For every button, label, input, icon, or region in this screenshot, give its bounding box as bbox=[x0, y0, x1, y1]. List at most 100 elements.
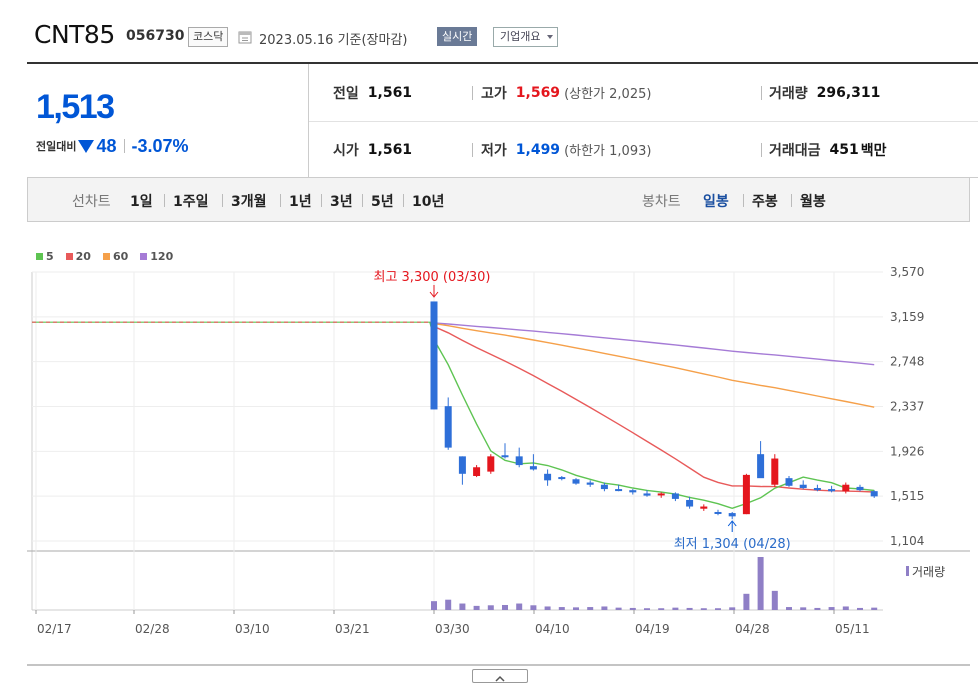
candle-body bbox=[586, 482, 594, 485]
x-tick-label: 04/10 bbox=[535, 622, 570, 636]
volume-cell: 거래량 296,311 bbox=[769, 64, 880, 121]
legend-swatch bbox=[102, 253, 110, 260]
expand-chart-button[interactable] bbox=[472, 669, 528, 683]
volume-bar bbox=[502, 604, 508, 610]
candle-body bbox=[785, 478, 793, 486]
prev-close-value: 1,561 bbox=[367, 84, 413, 101]
amount-cell: 거래대금 451 백만 bbox=[769, 121, 887, 178]
volume-bar bbox=[828, 607, 835, 610]
candle-body bbox=[444, 406, 452, 448]
volume-bar bbox=[771, 590, 778, 610]
candle-body bbox=[870, 491, 878, 497]
legend-item-ma60: 60 bbox=[102, 250, 128, 263]
company-overview-label: 기업개요 bbox=[500, 30, 541, 43]
calendar-icon bbox=[238, 31, 252, 44]
tab-3years[interactable]: 3년 bbox=[330, 194, 353, 210]
legend-swatch bbox=[36, 253, 43, 260]
volume-bar bbox=[487, 605, 494, 610]
base-date: 2023.05.16 기준(장마감) bbox=[259, 33, 408, 48]
amount-value: 451 bbox=[829, 141, 859, 158]
lower-limit: (하한가 1,093) bbox=[564, 144, 652, 159]
low-value: 1,499 bbox=[515, 141, 561, 158]
candle-body bbox=[742, 474, 750, 515]
candle-body bbox=[671, 493, 679, 499]
candle-body bbox=[629, 490, 637, 493]
legend-label: 120 bbox=[150, 250, 174, 263]
candle-body bbox=[558, 477, 566, 480]
stock-name: CNT85 bbox=[34, 20, 115, 49]
tab-daily[interactable]: 일봉 bbox=[703, 194, 729, 210]
market-badge: 코스닥 bbox=[188, 27, 229, 47]
x-tick-label: 05/11 bbox=[835, 622, 870, 636]
candle-body bbox=[487, 456, 495, 472]
volume-bars bbox=[431, 557, 878, 610]
candle-body bbox=[714, 511, 722, 514]
divider bbox=[472, 86, 473, 100]
tab-5years[interactable]: 5년 bbox=[371, 194, 394, 210]
realtime-button[interactable]: 실시간 bbox=[437, 27, 478, 46]
tab-10years[interactable]: 10년 bbox=[412, 194, 445, 210]
amount-label: 거래대금 bbox=[769, 142, 821, 159]
volume-bar bbox=[601, 606, 608, 610]
candle-body bbox=[600, 484, 608, 490]
change-percent: -3.07% bbox=[131, 135, 189, 156]
open-label: 시가 bbox=[333, 142, 359, 159]
legend-label: 5 bbox=[46, 250, 54, 263]
max-annotation: 최고 3,300 (03/30) bbox=[373, 270, 490, 285]
down-triangle-icon bbox=[78, 139, 95, 153]
divider bbox=[403, 194, 404, 207]
candles bbox=[430, 301, 878, 520]
x-tick-label: 03/10 bbox=[235, 622, 270, 636]
summary-row-2: 시가 1,561 저가 1,499 (하한가 1,093) 거래대금 451 백… bbox=[309, 121, 978, 178]
tab-3months[interactable]: 3개월 bbox=[231, 194, 267, 210]
ma5-line bbox=[429, 322, 875, 510]
high-cell: 고가 1,569 (상한가 2,025) bbox=[481, 64, 651, 121]
candle-body bbox=[501, 455, 509, 458]
y-tick-label: 1,926 bbox=[890, 444, 924, 458]
tab-1day[interactable]: 1일 bbox=[130, 194, 153, 210]
tab-weekly[interactable]: 주봉 bbox=[752, 194, 778, 210]
volume-bar bbox=[615, 607, 622, 610]
divider bbox=[761, 86, 762, 100]
volume-label: 거래량 bbox=[769, 85, 808, 102]
volume-bar bbox=[558, 607, 565, 610]
candle-body bbox=[529, 466, 537, 470]
x-tick-label: 02/28 bbox=[135, 622, 170, 636]
volume-bar bbox=[857, 607, 863, 610]
divider bbox=[761, 143, 762, 157]
tab-monthly[interactable]: 월봉 bbox=[800, 194, 826, 210]
line-chart-label: 선차트 bbox=[72, 194, 111, 210]
volume-bar bbox=[431, 601, 437, 610]
candle-body bbox=[799, 484, 807, 488]
candle-chart-label: 봉차트 bbox=[642, 194, 681, 210]
candle-body bbox=[757, 454, 765, 479]
candle-body bbox=[430, 301, 438, 410]
divider bbox=[791, 194, 792, 207]
candle-body bbox=[544, 473, 552, 481]
x-tick-label: 03/21 bbox=[335, 622, 370, 636]
volume-bar bbox=[459, 603, 466, 610]
volume-bar bbox=[743, 593, 750, 610]
moving-average-lines bbox=[32, 321, 875, 510]
candle-body bbox=[615, 489, 623, 492]
divider bbox=[222, 194, 223, 207]
divider bbox=[472, 143, 473, 157]
high-value: 1,569 bbox=[515, 84, 561, 101]
candle-body bbox=[828, 489, 836, 492]
change-row: 전일대비 48 -3.07% bbox=[36, 134, 189, 158]
legend-item-ma20: 20 bbox=[65, 250, 91, 263]
chevron-down-icon bbox=[546, 35, 553, 39]
ma120-line bbox=[429, 321, 875, 366]
divider bbox=[280, 194, 281, 207]
legend-swatch bbox=[140, 253, 148, 260]
x-tick-label: 02/17 bbox=[37, 622, 72, 636]
candle-body bbox=[856, 486, 864, 491]
volume-bar bbox=[516, 603, 523, 610]
max-arrow-head bbox=[429, 291, 439, 298]
tab-1year[interactable]: 1년 bbox=[289, 194, 312, 210]
company-overview-dropdown[interactable]: 기업개요 bbox=[493, 27, 558, 47]
tab-1week[interactable]: 1주일 bbox=[173, 194, 209, 210]
x-tick-label: 04/19 bbox=[635, 622, 670, 636]
volume-bar bbox=[786, 607, 792, 610]
